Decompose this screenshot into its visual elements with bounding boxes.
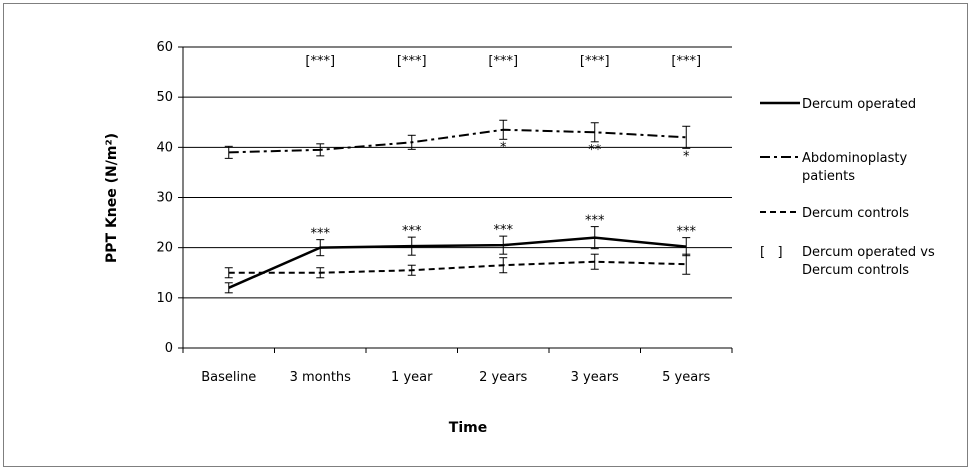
legend-label-dercum-controls: Dercum controls (802, 206, 909, 221)
legend-label-comparison-line2: Dercum controls (802, 263, 909, 278)
series-line-2 (228, 260, 687, 274)
y-tick-labels: 0 10 20 30 40 50 60 (156, 40, 173, 356)
significance-label-1-4: ** (588, 143, 602, 158)
chart-frame (3, 3, 968, 467)
significance-label-1-5: * (683, 149, 690, 164)
gridlines (183, 46, 732, 299)
bracket-label-3: [***] (488, 54, 518, 69)
y-tick-label-20: 20 (156, 241, 173, 256)
x-axis-title: Time (449, 420, 487, 436)
y-axis-title: PPT Knee (N/m²) (104, 133, 120, 263)
y-tick-label-60: 60 (156, 40, 173, 55)
legend: Dercum operated Abdominoplasty patients … (760, 97, 935, 278)
significance-label-0-3: *** (494, 223, 514, 238)
legend-bracket-symbol: [ ] (760, 245, 783, 260)
legend-label-abdominoplasty: Abdominoplasty (802, 151, 908, 166)
y-tick-label-0: 0 (165, 341, 173, 356)
x-tick-label-1: 3 months (290, 370, 352, 385)
bracket-label-4: [***] (580, 54, 610, 69)
legend-label-dercum-operated: Dercum operated (802, 97, 916, 112)
significance-annotations: *** *** ********** ** *[***] [***] [***] [***][… (305, 54, 701, 242)
legend-label-abdominoplasty-line2: patients (802, 169, 855, 184)
bracket-label-2: [***] (397, 54, 427, 69)
significance-label-0-4: *** (585, 214, 605, 229)
series-group (224, 119, 691, 294)
bracket-label-1: [***] (305, 54, 335, 69)
significance-label-1-3: * (500, 140, 507, 155)
significance-label-0-2: *** (402, 224, 422, 239)
x-tick-label-0: Baseline (201, 370, 256, 385)
y-tick-label-50: 50 (156, 90, 173, 105)
x-tick-labels: Baseline 3 months 1 year 2 years 3 years 5 ye… (201, 370, 710, 385)
significance-label-0-1: *** (311, 227, 331, 242)
x-tick-label-4: 3 years (571, 370, 619, 385)
x-tick-label-5: 5 years (662, 370, 710, 385)
x-tick-label-2: 1 year (391, 370, 433, 385)
y-tick-label-40: 40 (156, 140, 173, 155)
axes (178, 46, 733, 353)
significance-label-0-5: *** (677, 225, 697, 240)
bracket-label-5: [***] (671, 54, 701, 69)
legend-label-comparison: Dercum operated vs (802, 245, 935, 260)
series-line-1 (228, 128, 687, 154)
y-tick-label-30: 30 (156, 191, 173, 206)
x-tick-label-3: 2 years (479, 370, 527, 385)
series-line-0 (228, 236, 687, 289)
y-tick-label-10: 10 (156, 291, 173, 306)
